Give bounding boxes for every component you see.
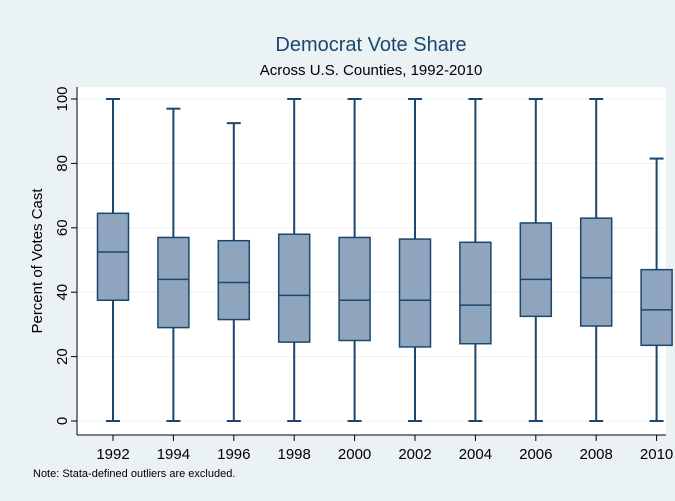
box-2010 bbox=[640, 157, 673, 422]
x-tick-label-1994: 1994 bbox=[157, 446, 190, 463]
box-2008 bbox=[579, 98, 613, 422]
x-tick-label-2008: 2008 bbox=[580, 446, 613, 463]
box-1996 bbox=[217, 122, 251, 422]
box-1998 bbox=[277, 98, 311, 422]
y-axis-label: Percent of Votes Cast bbox=[29, 188, 46, 334]
iqr-box-2000 bbox=[338, 236, 371, 342]
x-tick-label-2006: 2006 bbox=[519, 446, 552, 463]
box-2002 bbox=[398, 98, 432, 422]
box-2006 bbox=[519, 98, 553, 422]
y-tick-label-40: 40 bbox=[54, 284, 71, 301]
x-tick-label-2010: 2010 bbox=[640, 446, 673, 463]
iqr-box-1998 bbox=[277, 233, 311, 343]
y-tick-label-80: 80 bbox=[54, 155, 71, 172]
y-tick-label-0: 0 bbox=[54, 417, 71, 425]
chart-note: Note: Stata-defined outliers are exclude… bbox=[33, 468, 235, 480]
y-tick-label-100: 100 bbox=[54, 86, 71, 111]
iqr-box-2006 bbox=[519, 222, 553, 318]
iqr-box-1996 bbox=[217, 239, 251, 321]
x-tick-label-2002: 2002 bbox=[398, 446, 431, 463]
iqr-box-2010 bbox=[640, 268, 673, 347]
chart-title: Democrat Vote Share bbox=[275, 34, 466, 56]
iqr-box-2002 bbox=[398, 238, 432, 348]
x-tick-label-1998: 1998 bbox=[278, 446, 311, 463]
box-1994 bbox=[157, 107, 190, 422]
x-tick-label-2000: 2000 bbox=[338, 446, 371, 463]
x-tick-label-1996: 1996 bbox=[217, 446, 250, 463]
iqr-box-1994 bbox=[157, 236, 190, 329]
y-tick-label-20: 20 bbox=[54, 348, 71, 365]
x-tick-label-1992: 1992 bbox=[96, 446, 129, 463]
boxes bbox=[96, 98, 673, 422]
box-2004 bbox=[459, 98, 492, 422]
axes: 0 20 40 60 80 100 1992 1994 1996 1998 2000 2002 2004… bbox=[54, 86, 673, 463]
x-tick-label-2004: 2004 bbox=[459, 446, 492, 463]
chart-subtitle: Across U.S. Counties, 1992-2010 bbox=[260, 62, 483, 79]
y-tick-label-60: 60 bbox=[54, 219, 71, 236]
box-1992 bbox=[96, 98, 130, 422]
box-2000 bbox=[338, 98, 371, 422]
iqr-box-1992 bbox=[96, 212, 130, 301]
iqr-box-2008 bbox=[579, 217, 613, 327]
iqr-box-2004 bbox=[459, 241, 492, 345]
